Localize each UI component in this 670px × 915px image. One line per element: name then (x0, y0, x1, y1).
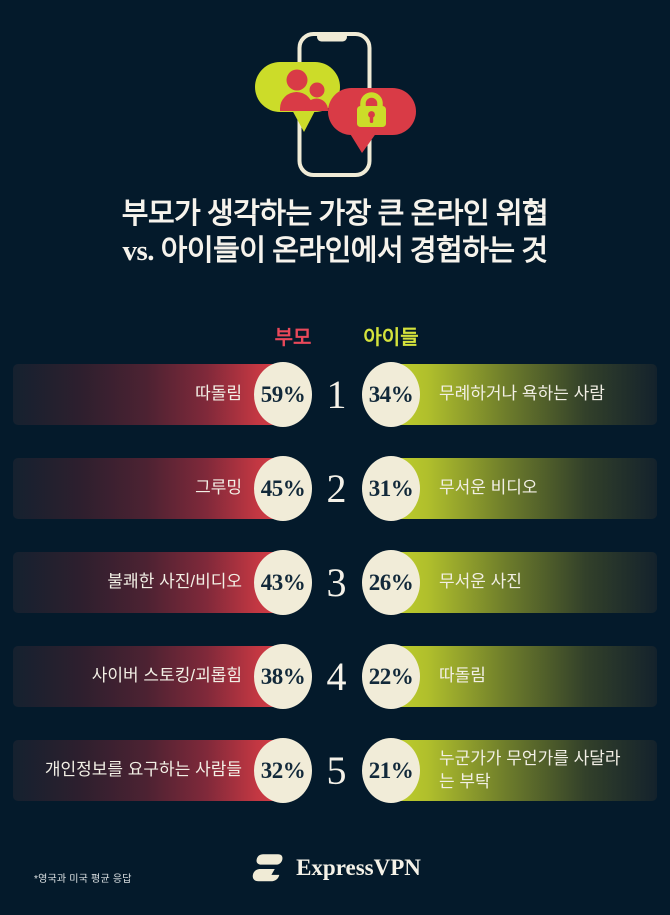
page-title: 부모가 생각하는 가장 큰 온라인 위협 vs. 아이들이 온라인에서 경험하는… (0, 196, 670, 270)
child-value-badge: 26% (362, 550, 420, 615)
rank-number: 2 (326, 466, 347, 511)
family-chat-bubble-icon (255, 62, 340, 132)
rank-number: 1 (326, 372, 347, 417)
rank-row-1: 따돌림 59% 1 34% 무례하거나 욕하는 사람 (0, 362, 670, 427)
footnote: *영국과 미국 평균 응답 (34, 874, 132, 885)
child-threat-label: 누군가가 무언가를 사달라는 부탁 (439, 749, 621, 791)
parent-bar (13, 740, 290, 801)
parent-threat-label: 사이버 스토킹/괴롭힘 (91, 666, 242, 686)
child-bar (384, 552, 657, 613)
rank-row-5: 개인정보를 요구하는 사람들 32% 5 21% 누군가가 무언가를 사달라는 … (0, 738, 670, 803)
page-title-line2: vs. 아이들이 온라인에서 경험하는 것 (122, 235, 548, 267)
page-title-line1: 부모가 생각하는 가장 큰 온라인 위협 (121, 198, 549, 230)
child-bar (384, 740, 657, 801)
parent-value-badge: 38% (254, 644, 312, 709)
legend-children: 아이들 (363, 327, 419, 349)
parent-value-badge: 59% (254, 362, 312, 427)
parent-value-badge: 45% (254, 456, 312, 521)
parent-threat-label: 불쾌한 사진/비디오 (107, 572, 242, 592)
child-threat-label: 따돌림 (439, 666, 486, 686)
child-value-badge: 22% (362, 644, 420, 709)
child-bar (384, 458, 657, 519)
expressvpn-logo-icon (252, 854, 283, 882)
rank-row-4: 사이버 스토킹/괴롭힘 38% 4 22% 따돌림 (0, 644, 670, 709)
child-value-badge: 21% (362, 738, 420, 803)
child-threat-label: 무서운 비디오 (439, 478, 538, 498)
phone-chat-illustration (255, 32, 416, 177)
child-value-badge: 31% (362, 456, 420, 521)
parent-threat-label: 따돌림 (195, 384, 242, 404)
child-threat-label: 무서운 사진 (439, 572, 522, 592)
lock-chat-bubble-icon (328, 88, 416, 153)
rank-row-2: 그루밍 45% 2 31% 무서운 비디오 (0, 456, 670, 521)
legend-parents: 부모 (274, 327, 312, 349)
expressvpn-logo: ExpressVPN (249, 849, 421, 887)
ranking-list: 따돌림 59% 1 34% 무례하거나 욕하는 사람 그루밍 45% 2 31%… (0, 362, 670, 803)
child-value-badge: 34% (362, 362, 420, 427)
parent-value-badge: 43% (254, 550, 312, 615)
parent-value-badge: 32% (254, 738, 312, 803)
rank-number: 3 (326, 560, 347, 605)
expressvpn-logo-text: ExpressVPN (296, 855, 421, 880)
parent-threat-label: 개인정보를 요구하는 사람들 (44, 760, 242, 780)
child-bar (384, 364, 657, 425)
child-bar (384, 646, 657, 707)
parent-bar (13, 458, 290, 519)
child-threat-label: 무례하거나 욕하는 사람 (439, 384, 605, 404)
rank-row-3: 불쾌한 사진/비디오 43% 3 26% 무서운 사진 (0, 550, 670, 615)
parent-bar (13, 364, 290, 425)
rank-number: 5 (326, 748, 347, 793)
parent-bar (13, 646, 290, 707)
parent-bar (13, 552, 290, 613)
rank-number: 4 (326, 654, 347, 699)
parent-threat-label: 그루밍 (195, 478, 242, 498)
